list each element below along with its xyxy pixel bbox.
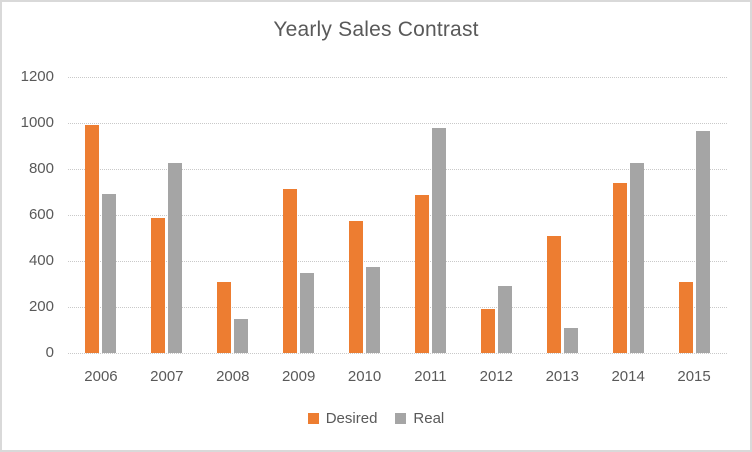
y-tick-label-400: 400 [28, 252, 54, 269]
legend: Desired Real [2, 410, 750, 427]
bar-real-2008 [234, 318, 249, 353]
legend-swatch-real [395, 413, 407, 424]
gridline-600 [68, 215, 727, 216]
bar-desired-2008 [217, 281, 232, 353]
x-tick-label-2015: 2015 [677, 368, 711, 385]
bar-desired-2009 [283, 188, 298, 353]
bar-real-2014 [629, 163, 644, 353]
y-tick-label-800: 800 [28, 160, 54, 177]
legend-item-real: Real [395, 410, 444, 427]
bar-real-2006 [102, 194, 117, 353]
plot-area [68, 77, 727, 354]
bar-real-2010 [366, 266, 381, 353]
legend-label-desired: Desired [325, 410, 378, 427]
x-tick-label-2011: 2011 [414, 368, 447, 385]
gridline-1000 [68, 123, 727, 124]
legend-item-desired: Desired [307, 410, 378, 427]
x-axis: 2006 2007 2008 2009 2010 2011 2012 2013 2014 2015 [68, 367, 727, 389]
bar-desired-2006 [85, 125, 100, 353]
gridline-1200 [68, 77, 727, 78]
gridline-0 [68, 353, 727, 354]
y-tick-label-1000: 1000 [20, 114, 54, 131]
bar-real-2009 [300, 272, 315, 353]
x-tick-label-2008: 2008 [216, 368, 250, 385]
x-tick-label-2006: 2006 [84, 368, 118, 385]
x-tick-label-2007: 2007 [150, 368, 184, 385]
bar-desired-2012 [480, 309, 495, 353]
bar-desired-2010 [349, 220, 364, 353]
bar-desired-2011 [414, 195, 429, 353]
x-tick-label-2010: 2010 [347, 368, 382, 385]
bar-desired-2014 [612, 182, 627, 353]
x-tick-label-2014: 2014 [611, 368, 645, 385]
y-tick-label-0: 0 [45, 344, 54, 361]
x-tick-label-2013: 2013 [545, 368, 579, 385]
chart-title: Yearly Sales Contrast [273, 18, 479, 41]
x-tick-label-2012: 2012 [479, 368, 514, 385]
bar-real-2012 [497, 286, 512, 353]
y-axis: 0 200 400 600 800 1000 1200 [2, 68, 54, 361]
y-tick-label-200: 200 [28, 298, 54, 315]
bar-real-2007 [168, 163, 183, 353]
bar-real-2013 [563, 327, 578, 353]
gridline-200 [68, 307, 727, 308]
x-tick-label-2009: 2009 [281, 368, 316, 385]
legend-label-real: Real [413, 410, 445, 427]
y-tick-label-1200: 1200 [20, 68, 54, 85]
bar-desired-2013 [546, 235, 561, 353]
gridline-800 [68, 169, 727, 170]
y-tick-label-600: 600 [28, 206, 54, 223]
gridline-400 [68, 261, 727, 262]
bar-desired-2015 [678, 281, 693, 353]
bar-desired-2007 [151, 218, 166, 353]
bar-real-2015 [695, 131, 710, 353]
legend-swatch-desired [307, 413, 319, 424]
bar-real-2011 [431, 127, 446, 353]
